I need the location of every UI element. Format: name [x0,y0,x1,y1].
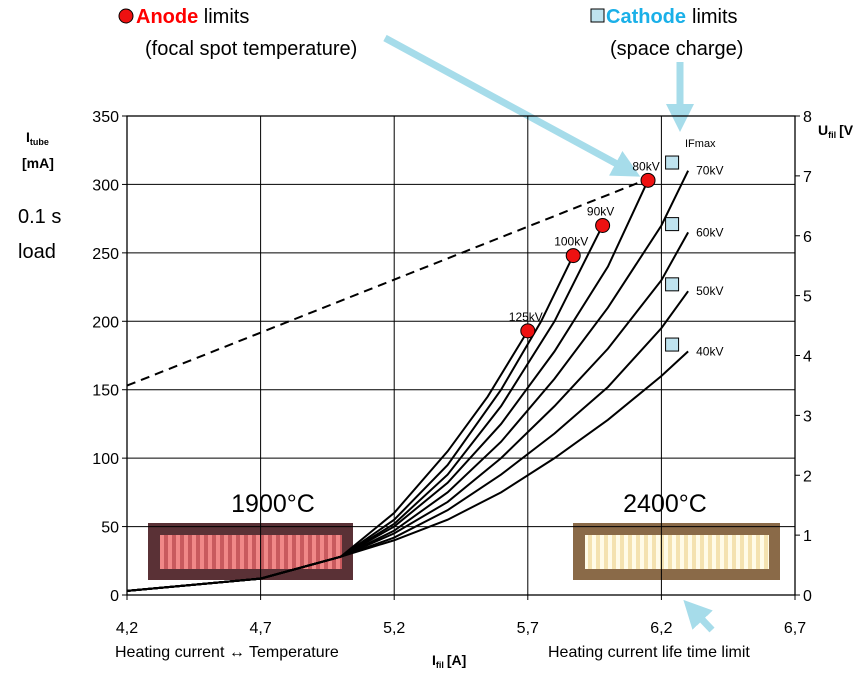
curve-label: 70kV [696,164,723,178]
y-tick-label: 50 [101,520,119,537]
cathode-sub: (space charge) [610,38,743,60]
cathode-icon [590,8,605,23]
curve-label: 100kV [554,235,588,249]
y2-tick-label: 1 [803,528,812,545]
y2-tick-label: 2 [803,468,812,485]
y2-label-unit: [V [839,122,854,138]
y2-tick-label: 8 [803,109,812,126]
y-tick-label: 0 [110,588,119,605]
anode-point [565,248,581,264]
anode-point [520,323,536,339]
curve-label: 125kV [509,310,543,324]
anode-header: Anode limits [136,6,249,28]
filament-photo [573,523,780,580]
y2-tick-label: 0 [803,588,812,605]
y2-tick-label: 3 [803,408,812,425]
y-label-main: I [26,129,30,145]
y2-tick-label: 4 [803,349,812,366]
x-tick-label: 6,7 [784,620,806,637]
plot-border [126,115,796,596]
load-note: load [18,241,56,263]
cathode-point [665,217,680,232]
y2-tick-label: 6 [803,229,812,246]
arrow [383,34,641,177]
y-axis-unit: [mA] [22,155,54,171]
cathode-point [665,337,680,352]
ifmax-label: IFmax [685,138,716,150]
y-tick-label: 200 [92,314,119,331]
x-axis-label: Ifil [A] [432,652,466,670]
dashed-line [126,178,649,387]
curve-label: 40kV [696,344,723,358]
x-note: Heating current life time limit [548,644,750,661]
x-note: Heating current ↔ Temperature [115,644,339,661]
cathode-name: Cathode [606,6,686,28]
y-tick-label: 150 [92,383,119,400]
anode-point [640,172,656,188]
filament-photo [148,523,353,580]
x-label-sub: fil [436,660,444,670]
y-tick-label: 350 [92,109,119,126]
anode-name: Anode [136,6,198,28]
curve-label: 80kV [632,159,659,173]
x-label-main: I [432,652,436,668]
y-tick-label: 300 [92,177,119,194]
y2-axis-label: Ufil [V [818,122,854,140]
anode-icon [118,8,134,24]
anode-sub: (focal spot temperature) [145,38,357,60]
x-label-unit: [A] [447,652,466,668]
curve-label: 60kV [696,225,723,239]
y-tick-label: 250 [92,246,119,263]
x-tick-label: 5,2 [383,620,405,637]
temp-label: 2400°C [623,490,707,518]
anode-rest: limits [198,6,249,28]
x-tick-label: 4,2 [116,620,138,637]
y2-tick-label: 5 [803,289,812,306]
curve-label: 50kV [696,284,723,298]
arrow [683,599,715,633]
cathode-point [665,155,680,170]
y2-label-main: U [818,122,828,138]
cathode-rest: limits [692,6,738,28]
cathode-point [665,277,680,292]
anode-point [595,217,611,233]
load-note: 0.1 s [18,206,61,228]
x-tick-label: 5,7 [517,620,539,637]
y-tick-label: 100 [92,451,119,468]
x-tick-label: 6,2 [650,620,672,637]
y-axis-label: Itube [26,129,49,147]
y-label-sub: tube [30,137,49,147]
temp-label: 1900°C [231,490,315,518]
curve [126,350,689,592]
cathode-header: Cathode limits [606,6,738,28]
curve-label: 90kV [587,204,614,218]
x-tick-label: 4,7 [249,620,271,637]
y2-label-sub: fil [828,130,836,140]
y2-tick-label: 7 [803,169,812,186]
